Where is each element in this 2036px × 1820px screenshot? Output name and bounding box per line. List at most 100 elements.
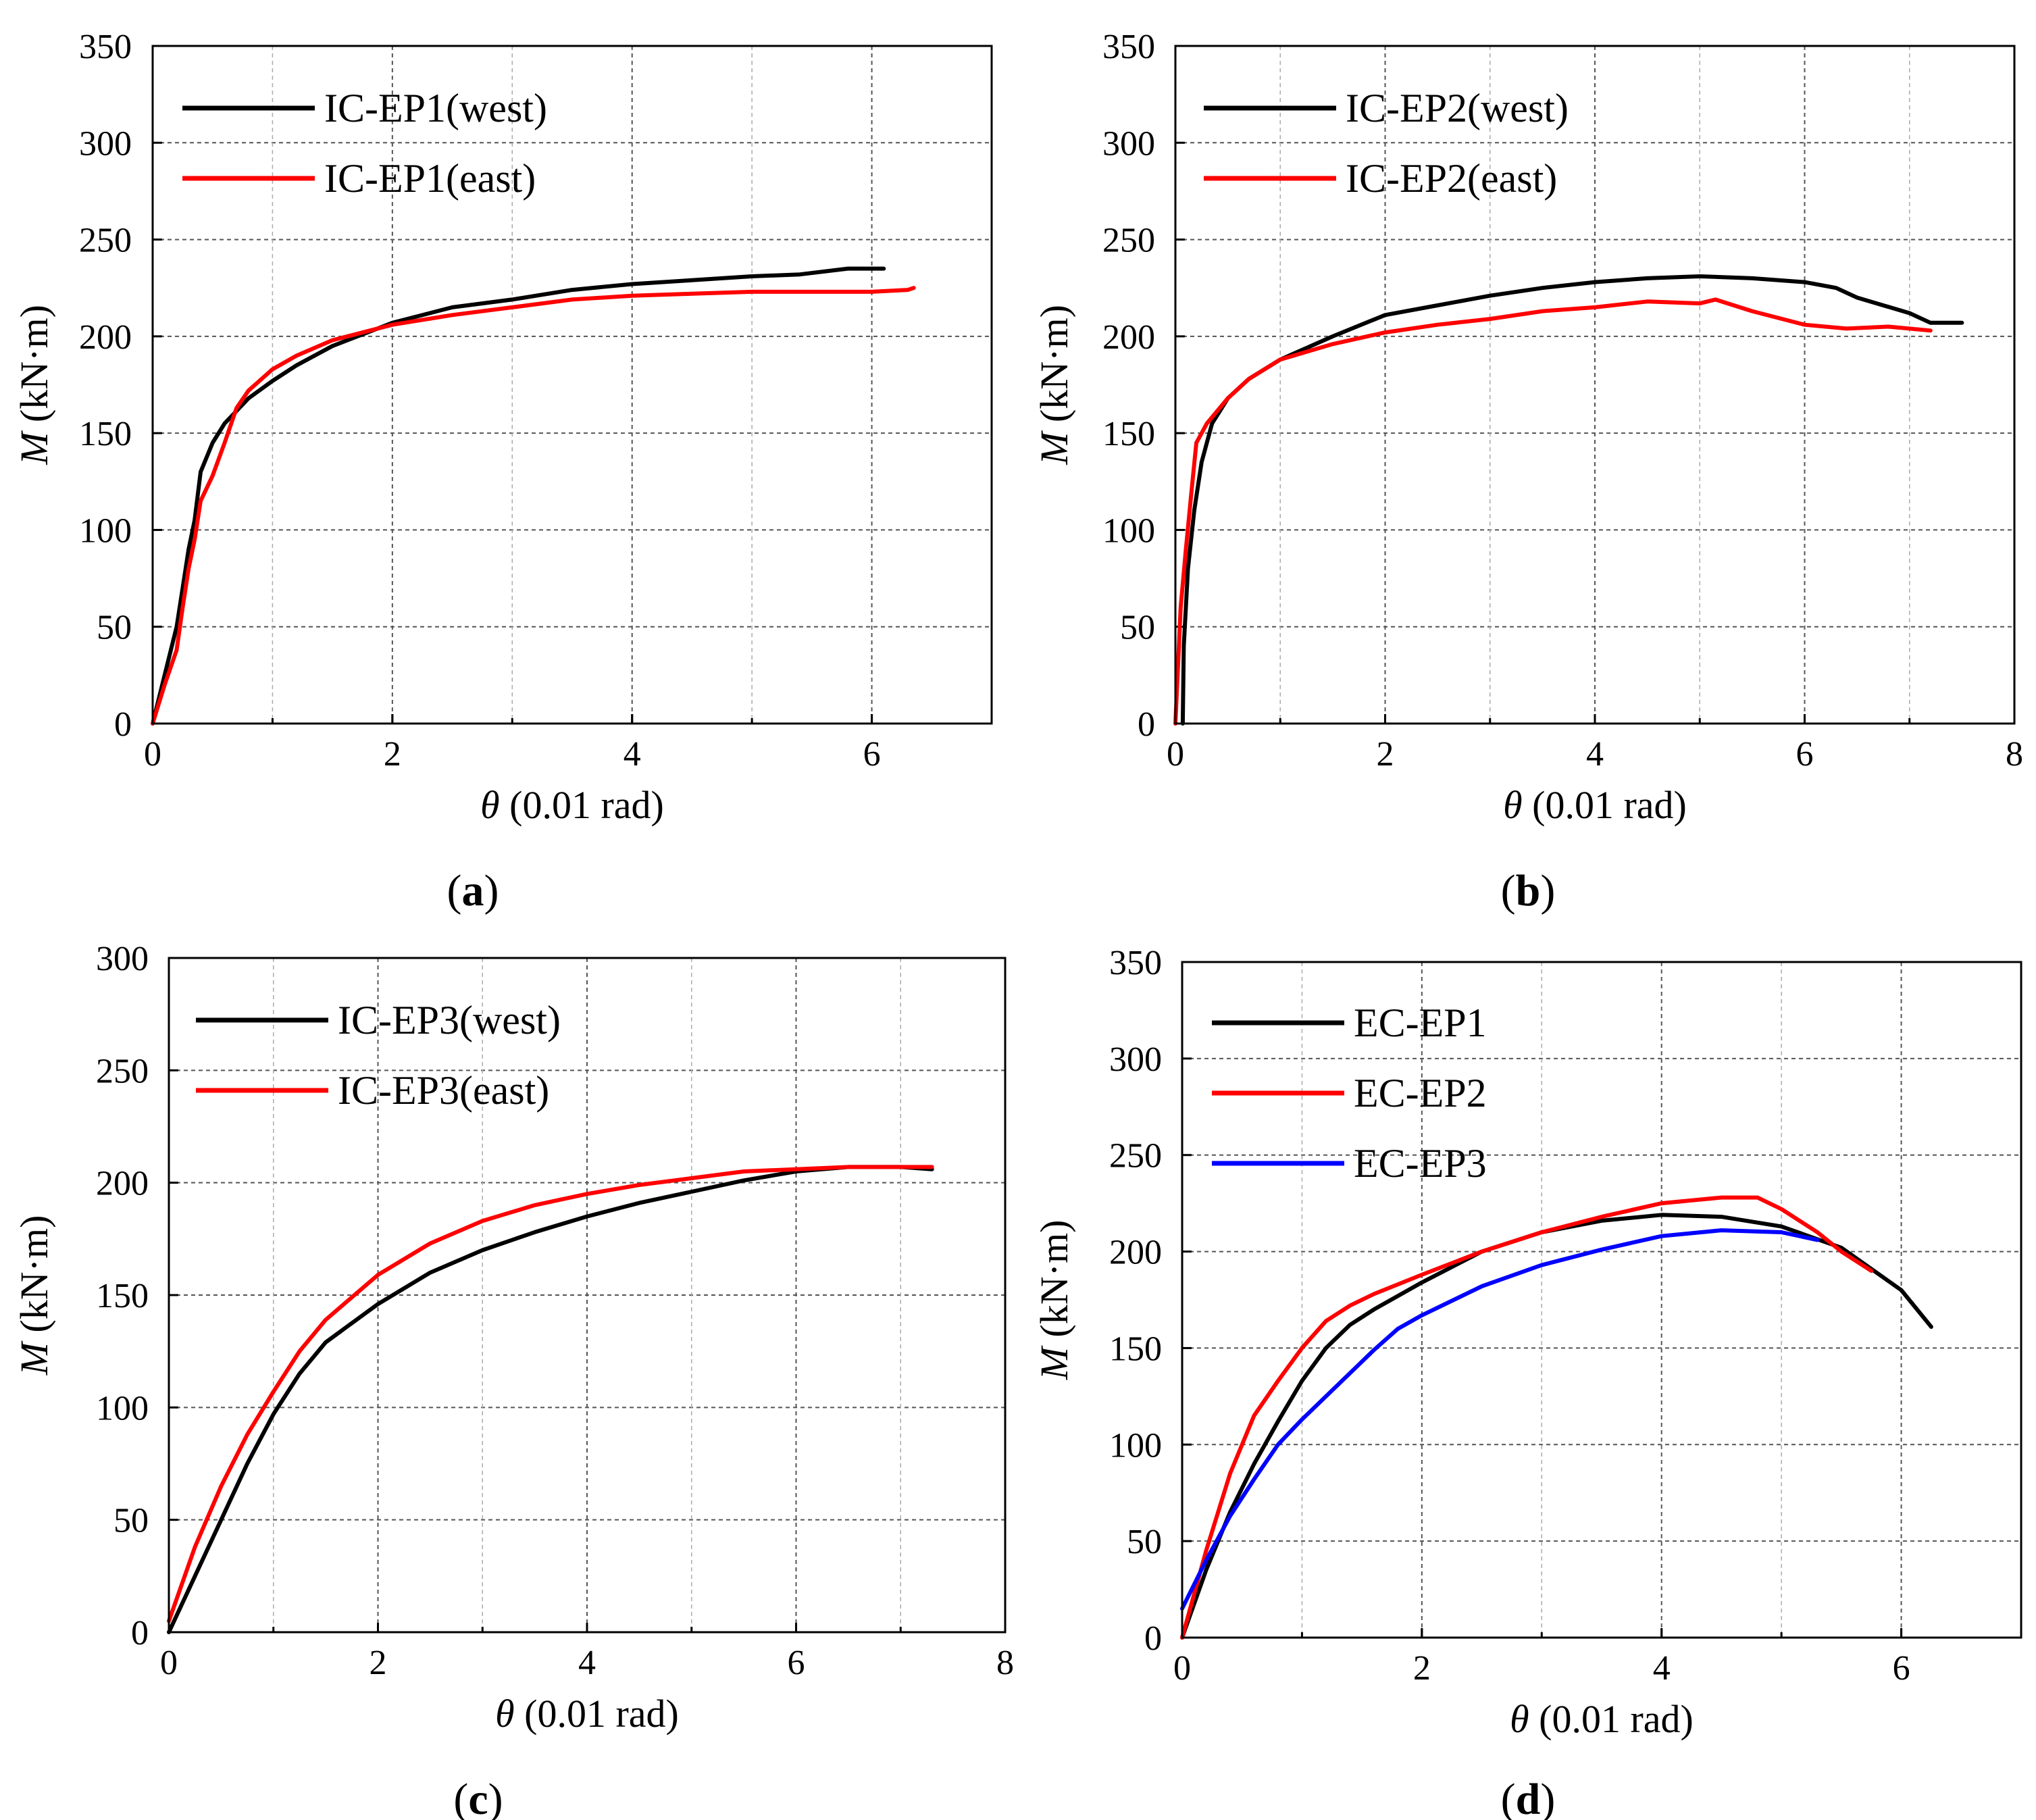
- ytick-label: 300: [96, 940, 149, 978]
- ytick-label: 200: [1109, 1234, 1162, 1272]
- xtick-label: 4: [1586, 735, 1604, 774]
- x-axis-unit: (0.01 rad): [1529, 1697, 1694, 1741]
- xtick-label: 8: [996, 1644, 1014, 1682]
- y-axis-var: M: [1032, 1345, 1076, 1380]
- xtick-label: 8: [2006, 735, 2023, 774]
- chart-b: 0 50 100 150 200 250 300 350 0 2 4 6 8 IC-EP2(west) IC…: [1032, 28, 2023, 915]
- plot-frame: [1174, 45, 2016, 725]
- legend-label-1: IC-EP2(west): [1346, 86, 1569, 130]
- legend-label-1: IC-EP3(west): [338, 998, 561, 1042]
- y-axis-unit: (kN·m): [12, 1215, 56, 1342]
- ytick-label: 350: [1102, 28, 1155, 66]
- panel-label-close: ): [484, 866, 499, 915]
- y-axis-var: M: [12, 430, 56, 465]
- x-axis-var: θ: [1510, 1697, 1529, 1741]
- ytick-label: 350: [1109, 944, 1162, 982]
- x-axis-title: θ (0.01 rad): [1503, 783, 1687, 827]
- legend-label-1: EC-EP1: [1354, 1001, 1487, 1045]
- xtick-label: 2: [1413, 1649, 1431, 1688]
- ytick-label: 250: [1109, 1137, 1162, 1176]
- xtick-label: 4: [1653, 1649, 1671, 1688]
- xtick-label: 2: [1377, 735, 1394, 774]
- ytick-label: 50: [1120, 609, 1155, 647]
- ytick-label: 250: [1102, 222, 1155, 260]
- ytick-label: 0: [131, 1614, 149, 1652]
- x-axis-unit: (0.01 rad): [515, 1692, 679, 1736]
- series-line-2: [151, 286, 916, 726]
- ytick-label: 350: [79, 28, 132, 66]
- ytick-label: 150: [96, 1277, 149, 1315]
- legend-label-2: IC-EP3(east): [338, 1068, 549, 1113]
- y-axis-var: M: [1032, 430, 1076, 465]
- x-axis-var: θ: [480, 783, 500, 827]
- chart-a: 0 50 100 150 200 250 300 350 0 2 4 6 IC-EP1(west) IC-…: [12, 28, 993, 915]
- series-line-1: [151, 266, 886, 726]
- ytick-label: 150: [1102, 415, 1155, 453]
- ytick-label: 0: [114, 705, 132, 744]
- ytick-label: 100: [1102, 511, 1155, 550]
- xtick-label: 6: [863, 735, 881, 774]
- xtick-label: 4: [578, 1644, 596, 1682]
- series-line-1: [167, 1165, 934, 1634]
- ytick-label: 200: [96, 1165, 149, 1203]
- panel-label-letter: d: [1516, 1775, 1541, 1820]
- plot-frame: [1181, 961, 2022, 1639]
- x-axis-title: θ (0.01 rad): [480, 783, 664, 827]
- xtick-label: 4: [623, 735, 641, 774]
- xtick-label: 0: [160, 1644, 178, 1682]
- panel-label-close: ): [488, 1775, 503, 1820]
- y-axis-title: M (kN·m): [1032, 305, 1076, 465]
- y-axis-var: M: [12, 1340, 56, 1375]
- x-axis-title: θ (0.01 rad): [495, 1692, 679, 1736]
- x-axis-var: θ: [495, 1692, 515, 1736]
- xtick-label: 2: [370, 1644, 387, 1682]
- panel-label-open: (: [453, 1775, 468, 1820]
- y-axis-title: M (kN·m): [12, 1215, 56, 1376]
- ytick-label: 50: [1127, 1523, 1162, 1561]
- panel-label-letter: a: [462, 866, 484, 915]
- ytick-label: 150: [1109, 1330, 1162, 1368]
- ytick-label: 100: [1109, 1426, 1162, 1465]
- xtick-label: 0: [1167, 735, 1184, 774]
- ytick-label: 300: [1109, 1040, 1162, 1079]
- y-axis-title: M (kN·m): [12, 305, 56, 465]
- legend-label-3: EC-EP3: [1354, 1141, 1487, 1186]
- plot-frame: [151, 45, 993, 725]
- plot-frame: [168, 957, 1007, 1634]
- ytick-label: 0: [1138, 705, 1155, 744]
- panel-label-close: ): [1540, 1775, 1555, 1820]
- x-axis-unit: (0.01 rad): [1523, 783, 1687, 827]
- ytick-label: 250: [96, 1052, 149, 1090]
- xtick-label: 0: [1173, 1649, 1191, 1688]
- series-line-2: [167, 1165, 934, 1623]
- panel-label-letter: c: [468, 1775, 488, 1820]
- ytick-label: 150: [79, 415, 132, 453]
- ytick-label: 100: [79, 511, 132, 550]
- panel-label-open: (: [1501, 866, 1516, 915]
- series-line-1: [1180, 274, 1964, 726]
- y-axis-title: M (kN·m): [1032, 1220, 1076, 1381]
- legend-label-2: EC-EP2: [1354, 1071, 1487, 1115]
- ytick-label: 0: [1144, 1619, 1162, 1658]
- panel-label-close: ): [1540, 866, 1555, 915]
- panel-label-open: (: [1501, 1775, 1516, 1820]
- series-line-1: [1180, 1213, 1933, 1640]
- legend-label-2: IC-EP2(east): [1346, 156, 1557, 201]
- ytick-label: 200: [1102, 318, 1155, 357]
- xtick-label: 6: [788, 1644, 805, 1682]
- chart-d: 0 50 100 150 200 250 300 350 0 2 4 6 EC-EP1 EC-EP2 EC-…: [1032, 944, 2022, 1820]
- ytick-label: 50: [97, 609, 132, 647]
- xtick-label: 6: [1796, 735, 1814, 774]
- x-axis-title: θ (0.01 rad): [1510, 1697, 1694, 1741]
- legend-label-1: IC-EP1(west): [324, 86, 547, 130]
- legend-label-2: IC-EP1(east): [324, 156, 536, 201]
- ytick-label: 50: [113, 1502, 149, 1540]
- panel-label-letter: b: [1516, 866, 1541, 915]
- ytick-label: 200: [79, 318, 132, 357]
- xtick-label: 6: [1893, 1649, 1910, 1688]
- panel-label-open: (: [447, 866, 462, 915]
- series-line-2: [1180, 1195, 1874, 1640]
- x-axis-var: θ: [1503, 783, 1523, 827]
- panel-label: (b): [1501, 866, 1556, 915]
